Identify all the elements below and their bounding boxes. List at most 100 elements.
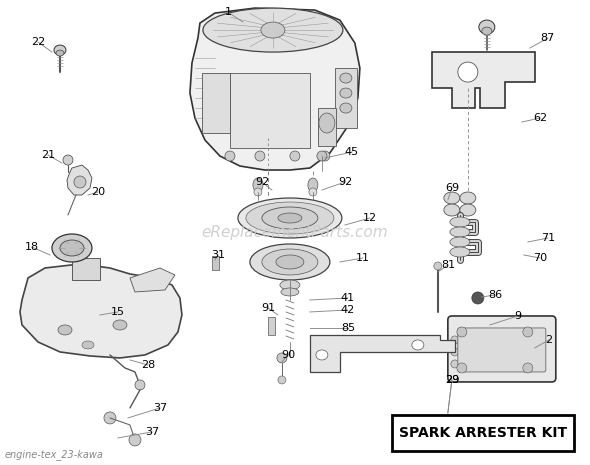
Ellipse shape (276, 255, 304, 269)
Ellipse shape (450, 237, 470, 247)
Text: 15: 15 (111, 307, 125, 317)
Text: 62: 62 (533, 113, 547, 123)
Ellipse shape (262, 207, 318, 229)
Polygon shape (67, 165, 92, 195)
Bar (202, 73, 230, 133)
Bar (212, 256, 219, 270)
Text: 20: 20 (91, 187, 105, 197)
Text: SPARK ARRESTER KIT: SPARK ARRESTER KIT (399, 426, 567, 440)
Ellipse shape (278, 376, 286, 384)
Ellipse shape (82, 341, 94, 349)
Ellipse shape (316, 350, 328, 360)
FancyBboxPatch shape (448, 316, 556, 382)
Text: 37: 37 (145, 427, 159, 437)
Text: 11: 11 (356, 253, 370, 263)
Text: 29: 29 (445, 375, 459, 385)
Text: 21: 21 (41, 150, 55, 160)
Ellipse shape (104, 412, 116, 424)
Ellipse shape (444, 192, 460, 204)
Bar (392, 415, 574, 451)
Ellipse shape (450, 227, 470, 237)
Text: 18: 18 (25, 242, 39, 252)
Ellipse shape (281, 288, 299, 296)
Bar (318, 108, 336, 146)
Ellipse shape (290, 151, 300, 161)
Bar (268, 317, 275, 335)
Ellipse shape (225, 151, 235, 161)
Text: 31: 31 (211, 250, 225, 260)
Ellipse shape (203, 8, 343, 52)
Ellipse shape (250, 244, 330, 280)
Ellipse shape (523, 363, 533, 373)
Ellipse shape (482, 27, 492, 35)
Ellipse shape (278, 213, 302, 223)
Ellipse shape (340, 103, 352, 113)
Ellipse shape (434, 262, 442, 270)
Ellipse shape (451, 336, 459, 344)
Text: 81: 81 (441, 260, 455, 270)
Ellipse shape (451, 348, 459, 356)
Text: engine-tex_23-kawa: engine-tex_23-kawa (5, 449, 104, 460)
Ellipse shape (457, 363, 467, 373)
Text: 92: 92 (337, 177, 352, 187)
Text: 28: 28 (141, 360, 155, 370)
Text: 70: 70 (533, 253, 547, 263)
Ellipse shape (277, 353, 287, 363)
Ellipse shape (60, 240, 84, 256)
Ellipse shape (56, 50, 64, 56)
Ellipse shape (458, 62, 478, 82)
Ellipse shape (340, 88, 352, 98)
Text: 37: 37 (153, 403, 167, 413)
Ellipse shape (52, 234, 92, 262)
Ellipse shape (254, 188, 262, 196)
Ellipse shape (63, 155, 73, 165)
Ellipse shape (460, 204, 476, 216)
Text: 1: 1 (224, 7, 231, 17)
Ellipse shape (451, 360, 459, 368)
Ellipse shape (320, 151, 330, 161)
Bar (230, 73, 310, 148)
Ellipse shape (308, 178, 318, 192)
Text: 71: 71 (541, 233, 555, 243)
Ellipse shape (74, 176, 86, 188)
Ellipse shape (255, 151, 265, 161)
Ellipse shape (135, 380, 145, 390)
Text: 22: 22 (31, 37, 45, 47)
Ellipse shape (450, 217, 470, 227)
Ellipse shape (58, 325, 72, 335)
FancyBboxPatch shape (458, 328, 546, 372)
Ellipse shape (262, 249, 318, 275)
Text: 42: 42 (341, 305, 355, 315)
Ellipse shape (113, 320, 127, 330)
Ellipse shape (280, 280, 300, 290)
Ellipse shape (54, 45, 66, 55)
Ellipse shape (319, 113, 335, 133)
Ellipse shape (238, 198, 342, 238)
Text: 86: 86 (488, 290, 502, 300)
Polygon shape (130, 268, 175, 292)
Ellipse shape (246, 202, 334, 234)
Text: 29: 29 (445, 375, 459, 385)
Ellipse shape (253, 178, 263, 192)
Ellipse shape (317, 151, 327, 161)
Text: 2: 2 (545, 335, 552, 345)
Text: 87: 87 (540, 33, 555, 43)
Text: eReplacementParts.com: eReplacementParts.com (202, 225, 388, 239)
Ellipse shape (450, 247, 470, 257)
Polygon shape (432, 52, 535, 108)
Ellipse shape (460, 192, 476, 204)
Ellipse shape (412, 340, 424, 350)
Ellipse shape (129, 434, 141, 446)
Text: 69: 69 (445, 183, 459, 193)
Text: 9: 9 (514, 311, 522, 321)
Text: 85: 85 (341, 323, 355, 333)
Text: 91: 91 (261, 303, 275, 313)
Ellipse shape (309, 188, 317, 196)
Polygon shape (190, 8, 360, 170)
Bar (335, 68, 357, 128)
Ellipse shape (479, 20, 495, 34)
Polygon shape (20, 264, 182, 358)
Polygon shape (310, 335, 455, 372)
Ellipse shape (523, 327, 533, 337)
Ellipse shape (457, 327, 467, 337)
